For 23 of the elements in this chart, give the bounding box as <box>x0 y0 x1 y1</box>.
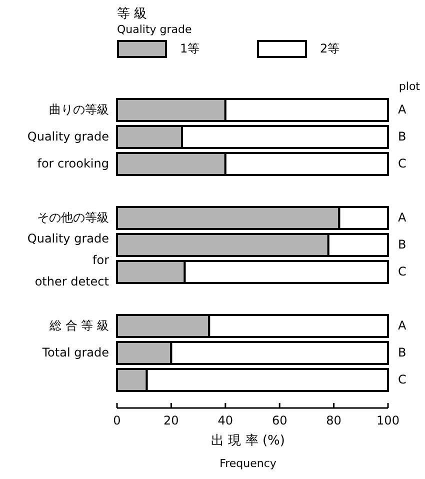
legend-label: 1等 <box>180 41 200 56</box>
x-tick-label: 80 <box>326 413 342 428</box>
y-tick-label: A <box>398 102 407 116</box>
y-tick-label: C <box>398 156 406 170</box>
x-tick-label: 40 <box>218 413 234 428</box>
x-tick-label: 20 <box>164 413 179 428</box>
legend-title: 等 級 Quality grade <box>117 6 192 36</box>
text: plot <box>398 80 421 94</box>
text: その他の等級 Quality grade for other detect <box>27 210 110 288</box>
y-tick-label: A <box>398 318 407 332</box>
x-tick-label: 60 <box>272 413 288 428</box>
legend-label: 2等 <box>320 41 340 56</box>
x-tick-label: 0 <box>113 413 121 428</box>
y-tick-label: C <box>398 372 406 386</box>
text: 総 合 等 級 Total grade <box>41 318 109 360</box>
x-tick-label: 100 <box>376 413 400 428</box>
text: 曲りの等級 Quality grade for crooking <box>27 102 109 170</box>
y-tick-label: A <box>398 210 407 224</box>
y-tick-label: B <box>398 129 406 144</box>
y-tick-label: C <box>398 264 406 278</box>
x-axis-title: 出 現 率 (%) Frequency <box>211 432 285 470</box>
y-tick-label: B <box>398 237 406 252</box>
y-tick-label: B <box>398 345 406 360</box>
